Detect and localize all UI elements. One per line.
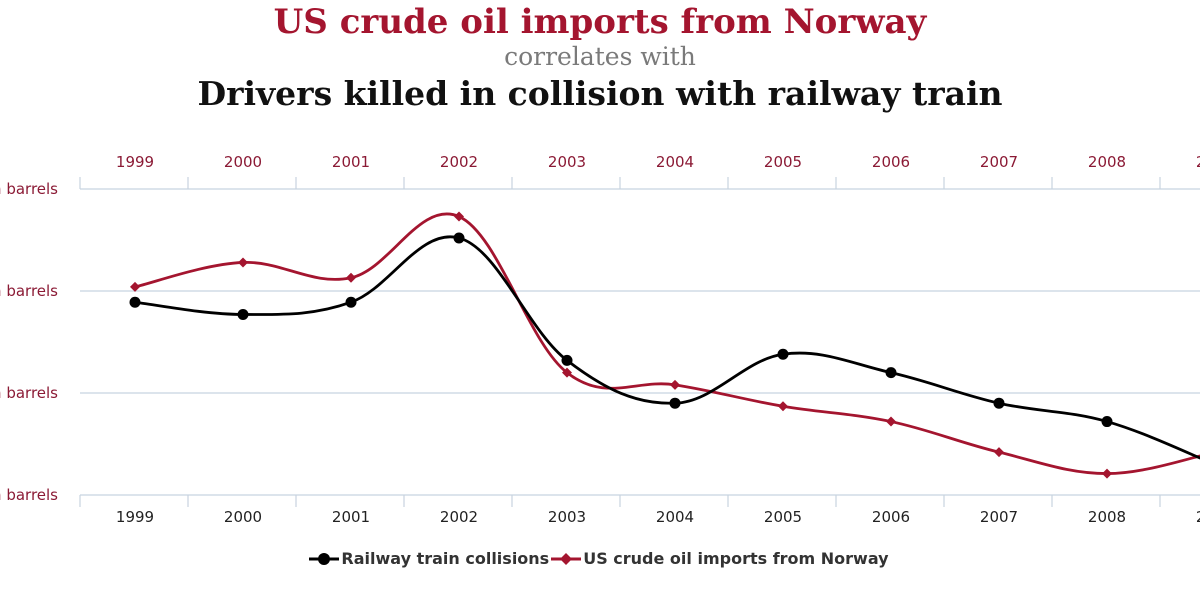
series-line-norway: [134, 212, 1200, 475]
x-tick-label-top: 2002: [440, 153, 478, 171]
x-tick-label-top: 2001: [332, 153, 370, 171]
data-point-railway: [1101, 416, 1113, 428]
y-tick-label: n barrels: [0, 282, 58, 300]
chart-subtitle: Drivers killed in collision with railway…: [197, 74, 1003, 113]
data-point-railway: [993, 397, 1005, 409]
data-point-railway: [129, 296, 141, 308]
x-tick-label-bottom: 2009: [1196, 508, 1200, 526]
chart-connector: correlates with: [504, 42, 696, 71]
chart-title: US crude oil imports from Norway: [273, 2, 927, 42]
legend-item-railway[interactable]: Railway train collisions: [309, 549, 551, 568]
x-tick-label-bottom: 2008: [1088, 508, 1126, 526]
x-tick-label-bottom: 2005: [764, 508, 802, 526]
x-tick-label-top: 2004: [656, 153, 694, 171]
chart-legend: Railway train collisions US crude oil im…: [0, 549, 1200, 568]
legend-marker-diamond-icon: [551, 552, 582, 565]
legend-item-norway[interactable]: US crude oil imports from Norway: [551, 549, 890, 568]
x-tick-label-top: 2007: [980, 153, 1018, 171]
legend-label-railway: Railway train collisions: [341, 549, 550, 568]
data-point-norway: [670, 379, 680, 390]
x-tick-label-top: 1999: [116, 153, 154, 171]
x-tick-label-top: 2006: [872, 153, 910, 171]
x-tick-label-bottom: 2006: [872, 508, 910, 526]
series-line-railway: [134, 235, 1200, 460]
data-point-railway: [453, 232, 465, 244]
data-point-railway: [345, 296, 357, 308]
x-tick-label-top: 2009: [1196, 153, 1200, 171]
data-point-norway: [778, 401, 788, 412]
x-tick-label-top: 2008: [1088, 153, 1126, 171]
x-tick-label-bottom: 2002: [440, 508, 478, 526]
legend-label-norway: US crude oil imports from Norway: [583, 549, 889, 568]
data-point-norway: [886, 416, 896, 427]
data-point-railway: [669, 397, 681, 409]
x-tick-label-top: 2005: [764, 153, 802, 171]
data-point-railway: [885, 367, 897, 379]
data-point-norway: [130, 281, 140, 292]
data-point-norway: [346, 272, 356, 283]
x-tick-label-top: 2003: [548, 153, 586, 171]
x-tick-label-bottom: 2003: [548, 508, 586, 526]
data-point-norway: [238, 257, 248, 268]
y-tick-label: n barrels: [0, 486, 58, 504]
data-point-railway: [561, 354, 573, 366]
x-tick-label-bottom: 1999: [116, 508, 154, 526]
data-point-norway: [994, 447, 1004, 458]
x-tick-label-bottom: 2007: [980, 508, 1018, 526]
legend-marker-circle-icon: [309, 552, 340, 565]
x-tick-label-top: 2000: [224, 153, 262, 171]
x-tick-label-bottom: 2004: [656, 508, 694, 526]
y-tick-label: n barrels: [0, 384, 58, 402]
y-tick-label: n barrels: [0, 180, 58, 198]
data-point-norway: [454, 211, 464, 222]
x-tick-label-bottom: 2001: [332, 508, 370, 526]
data-point-railway: [777, 348, 789, 360]
data-point-norway: [1102, 468, 1112, 479]
x-tick-label-bottom: 2000: [224, 508, 262, 526]
data-point-norway: [562, 367, 572, 378]
data-point-railway: [237, 308, 249, 320]
